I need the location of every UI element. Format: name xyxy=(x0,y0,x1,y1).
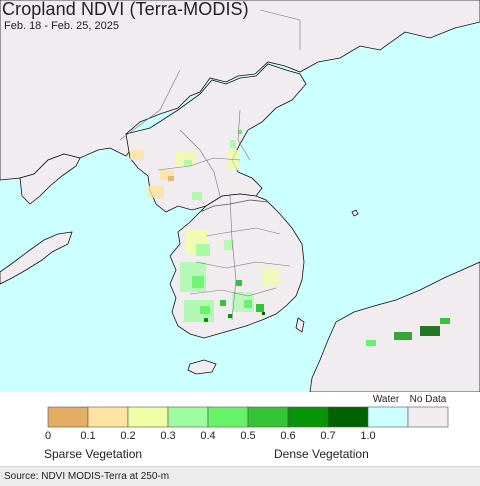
legend-dense-caption: Dense Vegetation xyxy=(274,447,369,461)
tsushima-island xyxy=(295,317,305,333)
korea-border xyxy=(199,199,269,213)
source-text: Source: NDVI MODIS-Terra at 250-m xyxy=(4,471,170,482)
map-title: Cropland NDVI (Terra-MODIS) xyxy=(2,0,249,19)
legend: Water No Data 0 0.1 0.2 0.3 0.4 0.5 0.6 … xyxy=(0,392,480,466)
legend-swatch-water xyxy=(367,406,409,428)
shandong-peninsula xyxy=(0,231,73,285)
legend-swatch-2 xyxy=(127,406,169,428)
ndvi-map xyxy=(0,0,480,392)
legend-swatch-0 xyxy=(47,406,89,428)
map-panel: Cropland NDVI (Terra-MODIS) Feb. 18 - Fe… xyxy=(0,0,480,392)
ndvi-speckle-japan xyxy=(366,318,450,346)
legend-sparse-caption: Sparse Vegetation xyxy=(44,447,142,461)
legend-swatch-5 xyxy=(247,406,289,428)
legend-tick-3: 0.3 xyxy=(160,430,175,442)
legend-tick-2: 0.2 xyxy=(120,430,135,442)
legend-swatch-3 xyxy=(167,406,209,428)
ndvi-speckle-south-korea xyxy=(180,230,280,322)
legend-svg: Water No Data 0 0.1 0.2 0.3 0.4 0.5 0.6 … xyxy=(44,394,449,461)
legend-tick-6: 0.6 xyxy=(280,430,295,442)
ndvi-speckle-north-korea xyxy=(130,130,242,200)
source-bar: Source: NDVI MODIS-Terra at 250-m xyxy=(0,466,480,486)
legend-tick-7: 0.7 xyxy=(320,430,335,442)
legend-swatch-7 xyxy=(327,406,369,428)
legend-tick-0: 0 xyxy=(45,430,51,442)
admin-boundaries xyxy=(119,9,301,321)
legend-tick-8: 1.0 xyxy=(360,430,375,442)
ulleung-island xyxy=(351,209,359,217)
legend-water-label: Water xyxy=(373,394,400,405)
legend-swatch-4 xyxy=(207,406,249,428)
legend-tick-1: 0.1 xyxy=(80,430,95,442)
legend-swatch-no-data xyxy=(407,406,449,428)
legend-tick-4: 0.4 xyxy=(200,430,215,442)
legend-swatch-1 xyxy=(87,406,129,428)
legend-no-data-label: No Data xyxy=(410,394,447,405)
liaodong-peninsula xyxy=(19,153,81,205)
jeju-island xyxy=(187,359,217,375)
japan-landmass xyxy=(309,261,480,392)
legend-tick-5: 0.5 xyxy=(240,430,255,442)
date-range: Feb. 18 - Feb. 25, 2025 xyxy=(4,20,119,32)
legend-swatch-6 xyxy=(287,406,329,428)
